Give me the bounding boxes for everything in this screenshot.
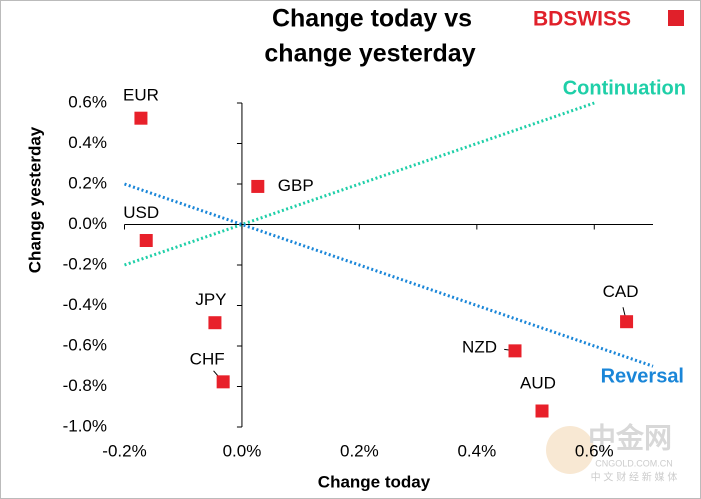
y-tick-label: -0.4% xyxy=(63,295,107,314)
logo: BDSWISS xyxy=(533,8,631,31)
point xyxy=(508,344,522,358)
point-label: JPY xyxy=(195,290,226,309)
point-label: EUR xyxy=(123,86,159,105)
watermark-icon xyxy=(546,426,594,474)
point xyxy=(535,404,549,418)
y-tick-label: 0.2% xyxy=(68,173,107,192)
watermark: 中金网 xyxy=(588,421,672,453)
y-tick-label: 0.0% xyxy=(68,214,107,233)
point-label: GBP xyxy=(278,176,314,195)
point-label: NZD xyxy=(462,337,497,356)
x-axis-title: Change today xyxy=(318,472,431,491)
point-label: AUD xyxy=(520,373,556,392)
chart-title: Change today vs xyxy=(272,5,472,33)
x-tick-label: 0.6% xyxy=(575,441,614,460)
chart-title: change yesterday xyxy=(264,40,475,68)
x-tick-label: -0.2% xyxy=(102,441,146,460)
point xyxy=(139,233,153,247)
watermark: CNGOLD.COM.CN xyxy=(595,458,673,468)
line-label: Continuation xyxy=(563,77,686,99)
point-label: CAD xyxy=(603,282,639,301)
x-tick-label: 0.4% xyxy=(457,441,496,460)
point xyxy=(620,315,634,329)
trend-line xyxy=(124,101,595,267)
y-tick-label: -0.8% xyxy=(63,376,107,395)
y-tick-label: -1.0% xyxy=(63,416,107,435)
point-label: USD xyxy=(123,203,159,222)
y-tick-label: 0.4% xyxy=(68,133,107,152)
y-tick-label: -0.6% xyxy=(63,335,107,354)
logo-mark xyxy=(668,10,684,26)
point xyxy=(208,316,222,330)
point xyxy=(251,179,265,193)
point xyxy=(134,111,148,125)
x-tick-label: 0.2% xyxy=(340,441,379,460)
watermark: 中 文 财 经 新 媒 体 xyxy=(591,471,678,484)
point xyxy=(216,375,230,389)
point-label: CHF xyxy=(190,349,225,368)
trend-line xyxy=(124,182,654,368)
y-tick-label: 0.6% xyxy=(68,92,107,111)
y-axis-title: Change yesterday xyxy=(25,126,44,273)
y-tick-label: -0.2% xyxy=(63,254,107,273)
line-label: Reversal xyxy=(601,365,684,387)
x-tick-label: 0.0% xyxy=(223,441,262,460)
